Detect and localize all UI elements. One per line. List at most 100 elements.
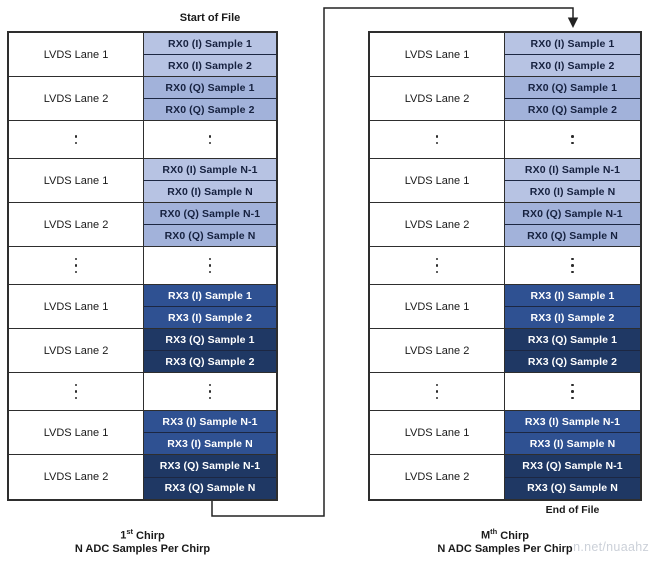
lane-row: LVDS Lane 2 RX3 (Q) Sample N-1 RX3 (Q) Sam… bbox=[9, 455, 276, 499]
sample-cell: RX3 (Q) Sample 1 bbox=[505, 329, 640, 351]
ellipsis-row bbox=[9, 121, 276, 159]
dot bbox=[571, 270, 574, 274]
sample-cell: RX3 (Q) Sample 2 bbox=[505, 351, 640, 372]
sample-cell: RX0 (I) Sample 2 bbox=[505, 55, 640, 76]
sample-cell: RX3 (I) Sample 1 bbox=[144, 285, 276, 307]
sample-cell: RX3 (Q) Sample N bbox=[144, 477, 276, 499]
ellipsis-label-cell bbox=[9, 247, 144, 284]
sample-column: RX0 (Q) Sample 1 RX0 (Q) Sample 2 bbox=[144, 77, 276, 120]
sample-column: RX3 (I) Sample 1 RX3 (I) Sample 2 bbox=[505, 285, 640, 328]
lane-label: LVDS Lane 2 bbox=[9, 455, 144, 499]
dot bbox=[74, 383, 78, 387]
ellipsis-label-cell bbox=[9, 121, 144, 158]
lane-label: LVDS Lane 1 bbox=[9, 33, 144, 76]
ellipsis-row bbox=[370, 373, 640, 411]
sample-column: RX3 (Q) Sample N-1 RX3 (Q) Sample N bbox=[144, 455, 276, 499]
ellipsis-dots bbox=[74, 383, 78, 400]
ellipsis-dots bbox=[208, 383, 212, 400]
lane-label: LVDS Lane 1 bbox=[9, 159, 144, 202]
ellipsis-dots bbox=[74, 135, 78, 144]
sample-cell: RX0 (Q) Sample N-1 bbox=[144, 203, 276, 225]
lane-row: LVDS Lane 1 RX0 (I) Sample N-1 RX0 (I) Sam… bbox=[9, 159, 276, 203]
lane-row: LVDS Lane 2 RX0 (Q) Sample N-1 RX0 (Q) Sam… bbox=[370, 203, 640, 247]
sample-column: RX3 (Q) Sample 1 RX3 (Q) Sample 2 bbox=[144, 329, 276, 372]
sample-cell: RX0 (Q) Sample N-1 bbox=[505, 203, 640, 225]
dot bbox=[74, 396, 78, 400]
lane-label: LVDS Lane 2 bbox=[370, 77, 505, 120]
caption-mth-chirp: Mth Chirp N ADC Samples Per Chirp bbox=[368, 527, 642, 556]
sample-column: RX0 (Q) Sample N-1 RX0 (Q) Sample N bbox=[144, 203, 276, 246]
sample-cell: RX0 (Q) Sample 1 bbox=[144, 77, 276, 99]
ellipsis-dots bbox=[74, 257, 78, 274]
ellipsis-dots bbox=[208, 135, 212, 144]
sample-cell: RX0 (Q) Sample 2 bbox=[505, 99, 640, 120]
ellipsis-dots bbox=[435, 383, 439, 400]
ellipsis-row bbox=[370, 247, 640, 285]
dot bbox=[571, 135, 574, 138]
dot bbox=[208, 396, 212, 400]
sample-cell: RX3 (Q) Sample N bbox=[505, 477, 640, 499]
dot bbox=[208, 257, 212, 261]
sample-column: RX0 (Q) Sample 1 RX0 (Q) Sample 2 bbox=[505, 77, 640, 120]
ellipsis-label-cell bbox=[9, 373, 144, 410]
chirp-table-first: LVDS Lane 1 RX0 (I) Sample 1 RX0 (I) Sampl… bbox=[7, 31, 278, 501]
sample-cell: RX0 (I) Sample 2 bbox=[144, 55, 276, 76]
dot bbox=[74, 390, 78, 393]
ellipsis-row bbox=[9, 373, 276, 411]
dot bbox=[435, 383, 439, 387]
lane-label: LVDS Lane 1 bbox=[9, 411, 144, 454]
sample-cell: RX0 (I) Sample N-1 bbox=[144, 159, 276, 181]
sample-cell: RX0 (Q) Sample 2 bbox=[144, 99, 276, 120]
sample-cell: RX0 (Q) Sample N bbox=[505, 225, 640, 246]
dot bbox=[435, 396, 439, 400]
ellipsis-row bbox=[9, 247, 276, 285]
chirp-table-mth: LVDS Lane 1 RX0 (I) Sample 1 RX0 (I) Sampl… bbox=[368, 31, 642, 501]
dot bbox=[208, 264, 212, 267]
ellipsis-dots bbox=[571, 383, 574, 400]
lane-label: LVDS Lane 1 bbox=[370, 411, 505, 454]
ellipsis-dots bbox=[571, 135, 574, 144]
sample-column bbox=[144, 121, 276, 158]
lane-row: LVDS Lane 1 RX0 (I) Sample N-1 RX0 (I) Sam… bbox=[370, 159, 640, 203]
dot bbox=[571, 383, 574, 387]
sample-cell: RX0 (I) Sample N bbox=[505, 181, 640, 202]
dot bbox=[208, 390, 212, 393]
dot bbox=[571, 257, 574, 261]
dot bbox=[571, 141, 574, 144]
caption-mth-chirp-line1: Mth Chirp bbox=[481, 527, 529, 542]
sample-cell: RX3 (Q) Sample 1 bbox=[144, 329, 276, 351]
sample-cell: RX3 (I) Sample N-1 bbox=[144, 411, 276, 433]
sample-cell: RX0 (I) Sample N bbox=[144, 181, 276, 202]
dot bbox=[208, 270, 212, 274]
dot bbox=[208, 141, 212, 144]
end-of-file-label: End of File bbox=[545, 504, 600, 516]
ellipsis-label-cell bbox=[370, 373, 505, 410]
sample-cell: RX0 (Q) Sample 1 bbox=[505, 77, 640, 99]
ellipsis-dots bbox=[435, 257, 439, 274]
sample-cell: RX0 (Q) Sample N bbox=[144, 225, 276, 246]
dot bbox=[571, 264, 574, 267]
ellipsis-label-cell bbox=[370, 121, 505, 158]
sample-cell: RX0 (I) Sample 1 bbox=[505, 33, 640, 55]
lane-label: LVDS Lane 2 bbox=[9, 77, 144, 120]
lane-row: LVDS Lane 2 RX3 (Q) Sample 1 RX3 (Q) Sampl… bbox=[370, 329, 640, 373]
caption-first-chirp-line2: N ADC Samples Per Chirp bbox=[74, 542, 211, 555]
sample-cell: RX3 (Q) Sample N-1 bbox=[505, 455, 640, 478]
sample-column: RX0 (Q) Sample N-1 RX0 (Q) Sample N bbox=[505, 203, 640, 246]
lane-row: LVDS Lane 2 RX0 (Q) Sample 1 RX0 (Q) Sampl… bbox=[9, 77, 276, 121]
lane-row: LVDS Lane 2 RX0 (Q) Sample 1 RX0 (Q) Sampl… bbox=[370, 77, 640, 121]
dot bbox=[435, 141, 439, 144]
sample-cell: RX3 (I) Sample 2 bbox=[144, 307, 276, 328]
dot bbox=[435, 257, 439, 261]
dot bbox=[435, 264, 439, 267]
sample-column bbox=[505, 373, 640, 410]
lane-row: LVDS Lane 2 RX3 (Q) Sample N-1 RX3 (Q) Sam… bbox=[370, 455, 640, 499]
caption-mth-chirp-line2: N ADC Samples Per Chirp bbox=[437, 542, 573, 555]
lane-label: LVDS Lane 2 bbox=[370, 329, 505, 372]
lane-row: LVDS Lane 1 RX0 (I) Sample 1 RX0 (I) Sampl… bbox=[370, 33, 640, 77]
dot bbox=[435, 390, 439, 393]
sample-column: RX0 (I) Sample N-1 RX0 (I) Sample N bbox=[505, 159, 640, 202]
start-of-file-label: Start of File bbox=[179, 12, 241, 24]
lane-label: LVDS Lane 2 bbox=[9, 329, 144, 372]
sample-column: RX3 (Q) Sample N-1 RX3 (Q) Sample N bbox=[505, 455, 640, 499]
